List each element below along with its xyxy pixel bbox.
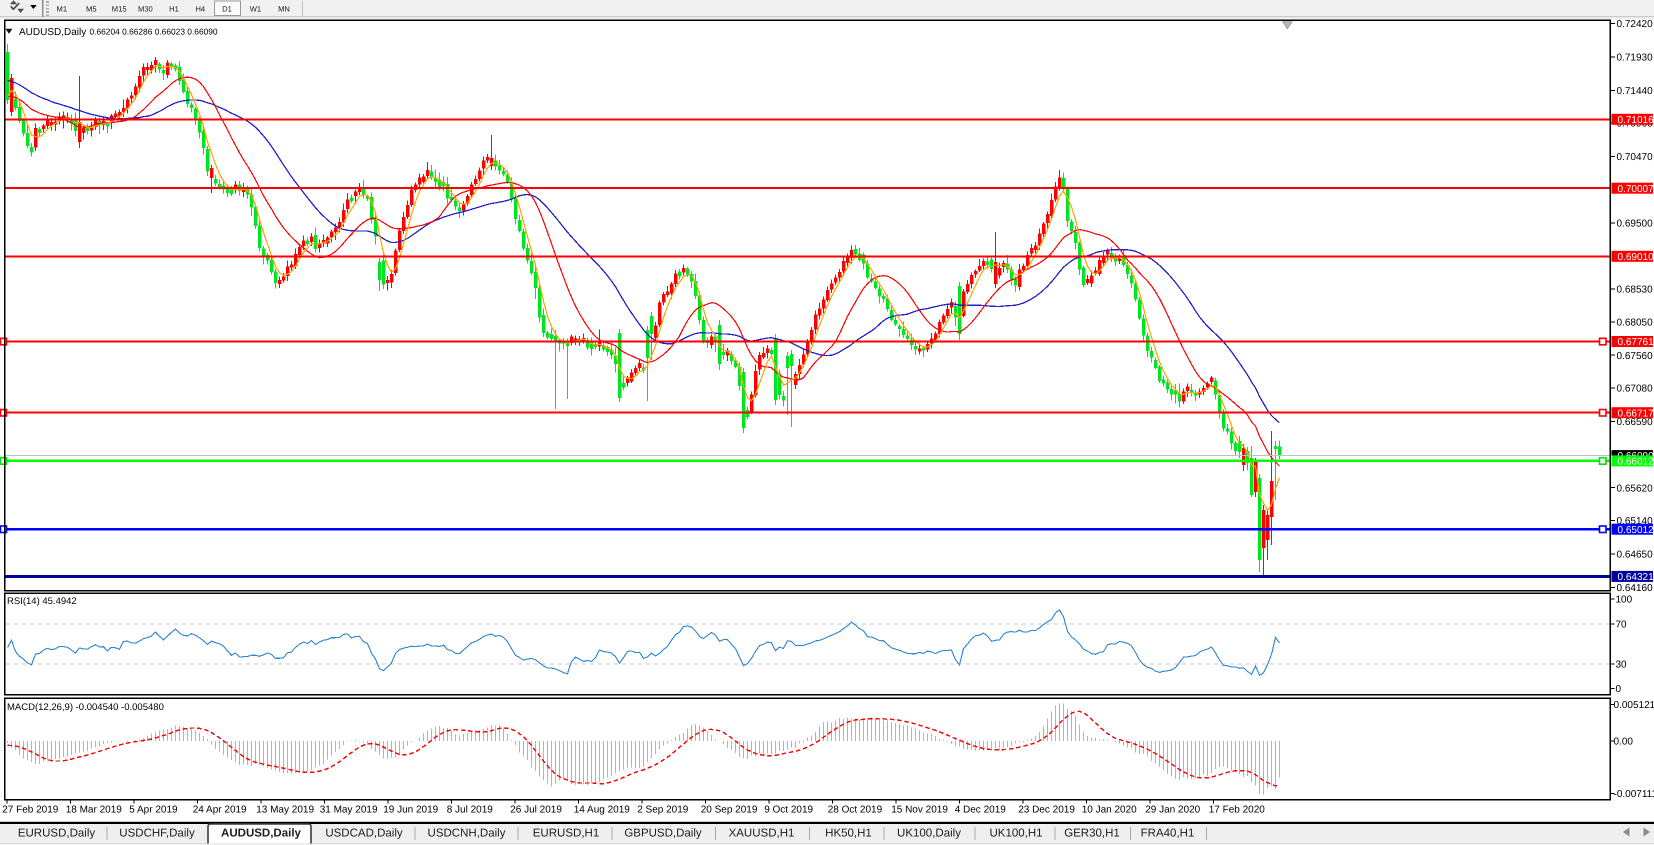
svg-text:0.66204 0.66286 0.66023 0.6609: 0.66204 0.66286 0.66023 0.66090 bbox=[90, 27, 218, 37]
svg-text:28 Oct 2019: 28 Oct 2019 bbox=[828, 805, 883, 816]
svg-text:0.64160: 0.64160 bbox=[1617, 583, 1654, 594]
svg-text:19 Jun 2019: 19 Jun 2019 bbox=[383, 805, 438, 816]
svg-text:0.65620: 0.65620 bbox=[1617, 483, 1654, 494]
svg-text:14 Aug 2019: 14 Aug 2019 bbox=[574, 805, 631, 816]
svg-text:FRA40,H1: FRA40,H1 bbox=[1141, 828, 1195, 840]
svg-text:0: 0 bbox=[1616, 684, 1622, 695]
svg-text:8 Jul 2019: 8 Jul 2019 bbox=[447, 805, 494, 816]
svg-text:26 Jul 2019: 26 Jul 2019 bbox=[510, 805, 562, 816]
svg-text:D1: D1 bbox=[222, 4, 232, 13]
svg-text:0.70007: 0.70007 bbox=[1618, 184, 1654, 195]
svg-text:RSI(14) 45.4942: RSI(14) 45.4942 bbox=[7, 596, 77, 607]
svg-text:M5: M5 bbox=[86, 4, 97, 13]
svg-text:30: 30 bbox=[1616, 660, 1628, 671]
svg-text:USDCNH,Daily: USDCNH,Daily bbox=[428, 828, 506, 840]
svg-text:15 Nov 2019: 15 Nov 2019 bbox=[891, 805, 948, 816]
svg-text:M1: M1 bbox=[57, 4, 68, 13]
svg-text:0.00: 0.00 bbox=[1614, 737, 1634, 748]
svg-text:70: 70 bbox=[1616, 620, 1628, 631]
svg-text:0.68050: 0.68050 bbox=[1617, 317, 1654, 328]
svg-text:31 May 2019: 31 May 2019 bbox=[320, 805, 378, 816]
svg-text:20 Sep 2019: 20 Sep 2019 bbox=[701, 805, 758, 816]
svg-text:USDCAD,Daily: USDCAD,Daily bbox=[325, 828, 403, 840]
svg-text:0.66012: 0.66012 bbox=[1618, 457, 1654, 468]
svg-text:0.66717: 0.66717 bbox=[1618, 408, 1654, 419]
svg-text:AUDUSD,Daily: AUDUSD,Daily bbox=[221, 828, 301, 840]
svg-text:18 Mar 2019: 18 Mar 2019 bbox=[66, 805, 123, 816]
svg-text:0.70470: 0.70470 bbox=[1617, 152, 1654, 163]
svg-text:H4: H4 bbox=[195, 4, 205, 13]
svg-text:0.005121: 0.005121 bbox=[1614, 700, 1654, 711]
svg-text:10 Jan 2020: 10 Jan 2020 bbox=[1082, 805, 1137, 816]
svg-text:0.69500: 0.69500 bbox=[1617, 218, 1654, 229]
svg-text:0.67761: 0.67761 bbox=[1618, 337, 1654, 348]
svg-text:MACD(12,26,9) -0.004540 -0.005: MACD(12,26,9) -0.004540 -0.005480 bbox=[7, 702, 164, 713]
svg-text:0.72420: 0.72420 bbox=[1617, 19, 1654, 30]
svg-text:AUDUSD,Daily: AUDUSD,Daily bbox=[19, 27, 86, 38]
svg-text:UK100,Daily: UK100,Daily bbox=[897, 828, 961, 840]
svg-text:0.67080: 0.67080 bbox=[1617, 384, 1654, 395]
svg-text:0.65012: 0.65012 bbox=[1618, 525, 1654, 536]
svg-text:0.71016: 0.71016 bbox=[1618, 115, 1654, 126]
svg-text:M15: M15 bbox=[112, 4, 127, 13]
svg-text:HK50,H1: HK50,H1 bbox=[825, 828, 872, 840]
svg-text:17 Feb 2020: 17 Feb 2020 bbox=[1209, 805, 1266, 816]
svg-text:24 Apr 2019: 24 Apr 2019 bbox=[193, 805, 247, 816]
svg-text:5 Apr 2019: 5 Apr 2019 bbox=[129, 805, 178, 816]
svg-text:UK100,H1: UK100,H1 bbox=[989, 828, 1042, 840]
svg-text:9 Oct 2019: 9 Oct 2019 bbox=[764, 805, 813, 816]
svg-text:0.64321: 0.64321 bbox=[1618, 572, 1654, 583]
svg-text:0.66590: 0.66590 bbox=[1617, 417, 1654, 428]
svg-text:USDCHF,Daily: USDCHF,Daily bbox=[119, 828, 195, 840]
svg-text:MN: MN bbox=[278, 4, 290, 13]
svg-text:2 Sep 2019: 2 Sep 2019 bbox=[637, 805, 689, 816]
svg-text:-0.007111: -0.007111 bbox=[1614, 789, 1654, 800]
svg-text:W1: W1 bbox=[250, 4, 261, 13]
svg-text:H1: H1 bbox=[169, 4, 179, 13]
svg-text:0.65140: 0.65140 bbox=[1617, 516, 1654, 527]
svg-text:0.69010: 0.69010 bbox=[1618, 252, 1654, 263]
svg-text:0.71440: 0.71440 bbox=[1617, 86, 1654, 97]
svg-text:M30: M30 bbox=[138, 4, 153, 13]
svg-text:0.71930: 0.71930 bbox=[1617, 53, 1654, 64]
svg-text:GER30,H1: GER30,H1 bbox=[1064, 828, 1120, 840]
svg-text:EURUSD,H1: EURUSD,H1 bbox=[533, 828, 599, 840]
svg-text:23 Dec 2019: 23 Dec 2019 bbox=[1018, 805, 1075, 816]
svg-text:0.67560: 0.67560 bbox=[1617, 351, 1654, 362]
svg-text:XAUUSD,H1: XAUUSD,H1 bbox=[729, 828, 795, 840]
svg-text:13 May 2019: 13 May 2019 bbox=[256, 805, 314, 816]
svg-text:EURUSD,Daily: EURUSD,Daily bbox=[18, 828, 96, 840]
svg-text:4 Dec 2019: 4 Dec 2019 bbox=[955, 805, 1007, 816]
svg-text:27 Feb 2019: 27 Feb 2019 bbox=[2, 805, 59, 816]
svg-text:29 Jan 2020: 29 Jan 2020 bbox=[1145, 805, 1200, 816]
svg-text:0.64650: 0.64650 bbox=[1617, 550, 1654, 561]
svg-text:100: 100 bbox=[1616, 595, 1633, 606]
svg-text:GBPUSD,Daily: GBPUSD,Daily bbox=[624, 828, 702, 840]
svg-text:0.68530: 0.68530 bbox=[1617, 285, 1654, 296]
